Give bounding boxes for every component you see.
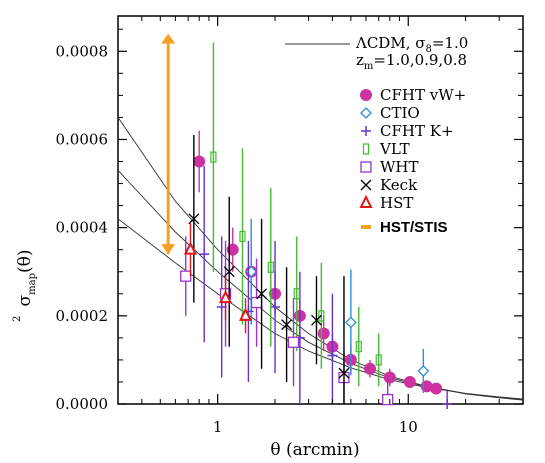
marker-cross: [338, 367, 350, 379]
marker-open-square: [382, 393, 394, 406]
marker-square: [267, 261, 274, 273]
marker-open-square: [360, 161, 372, 173]
marker-diamond: [360, 107, 372, 119]
marker-open-square: [287, 336, 300, 348]
marker-dot: [403, 375, 416, 388]
marker-square: [375, 354, 382, 366]
series-cfht-k-: [199, 165, 453, 409]
x-tick-label: 10: [399, 418, 418, 436]
arrow-head-up: [161, 33, 176, 44]
marker-open-square: [180, 270, 192, 282]
y-axis-label-sub: map: [27, 273, 38, 295]
legend-label: HST/STIS: [380, 219, 448, 236]
marker-dot: [383, 371, 396, 384]
legend-label: CFHT K+: [380, 122, 454, 140]
y-axis-label: σmap(θ) 2: [12, 250, 38, 322]
marker-diamond: [344, 316, 357, 329]
arrow-head-down: [161, 244, 176, 255]
plot-border: [117, 15, 524, 405]
data-points: [161, 33, 453, 409]
marker-plus: [199, 249, 210, 260]
marker-triangle: [359, 194, 373, 208]
legend-model-label-2: zm=1.0,0.9,0.8: [356, 51, 467, 72]
y-axis-label-main: σ: [15, 294, 35, 306]
marker-plus: [442, 399, 453, 409]
model-curve: [117, 117, 524, 401]
marker-diamond: [417, 365, 430, 377]
marker-square: [210, 151, 217, 163]
series-vlt: [210, 42, 382, 387]
marker-square: [318, 310, 325, 322]
marker-dot: [364, 362, 377, 375]
legend-model-label-1: ΛCDM, σ8=1.0: [355, 34, 468, 55]
y-tick-label: 0.0002: [56, 307, 109, 325]
y-tick-label: 0.0006: [56, 130, 109, 148]
x-tick-label: 1: [213, 418, 223, 436]
marker-triangle: [183, 241, 198, 255]
marker-square: [362, 143, 370, 155]
marker-square: [293, 288, 300, 300]
marker-plus: [361, 126, 371, 136]
series-hst-stis: [161, 33, 176, 255]
y-axis-label-arg: (θ): [15, 250, 35, 274]
legend-label: WHT: [380, 158, 419, 176]
marker-plus: [270, 302, 281, 312]
marker-triangle: [218, 289, 233, 304]
marker-square: [239, 230, 246, 243]
svg-text:σmap(θ): σmap(θ): [15, 250, 38, 307]
marker-plus: [327, 350, 338, 361]
y-tick-label: 0.0008: [56, 42, 109, 60]
marker-cross: [223, 266, 235, 278]
marker-square: [355, 341, 362, 353]
legend-label: Keck: [380, 176, 418, 194]
model-curve: [117, 218, 524, 400]
y-tick-label: 0.0004: [56, 219, 109, 237]
marker-dot: [360, 89, 372, 101]
series-ctio: [245, 218, 430, 393]
y-axis-label-sup: 2: [12, 316, 23, 322]
legend-label: VLT: [379, 140, 410, 158]
x-axis-label: θ (arcmin): [270, 440, 359, 460]
plot-frame: [117, 15, 524, 405]
marker-cross: [360, 179, 372, 191]
marker-cross: [256, 288, 268, 300]
marker-dot: [317, 327, 330, 340]
marker-dash: [361, 225, 371, 229]
legend-label: CTIO: [380, 104, 420, 122]
marker-cross: [188, 213, 200, 225]
series-hst: [183, 223, 253, 334]
marker-cross: [311, 314, 322, 326]
legend-label: HST: [380, 194, 413, 212]
y-tick-label: 0.0000: [56, 395, 109, 413]
legend-label: CFHT vW+: [380, 86, 466, 104]
marker-dot: [430, 382, 443, 395]
marker-open-square: [250, 296, 263, 309]
series-keck: [188, 135, 350, 404]
marker-cross: [281, 319, 293, 331]
legend: ΛCDM, σ8=1.0zm=1.0,0.9,0.8 CFHT vW+CTIOCF…: [285, 34, 468, 236]
axis-ticks: 0.0000 0.0002 0.0004 0.0006 0.0008 1 10: [56, 16, 524, 436]
model-curves: [117, 117, 524, 401]
marker-dot: [193, 155, 206, 168]
marker-triangle: [238, 307, 253, 321]
